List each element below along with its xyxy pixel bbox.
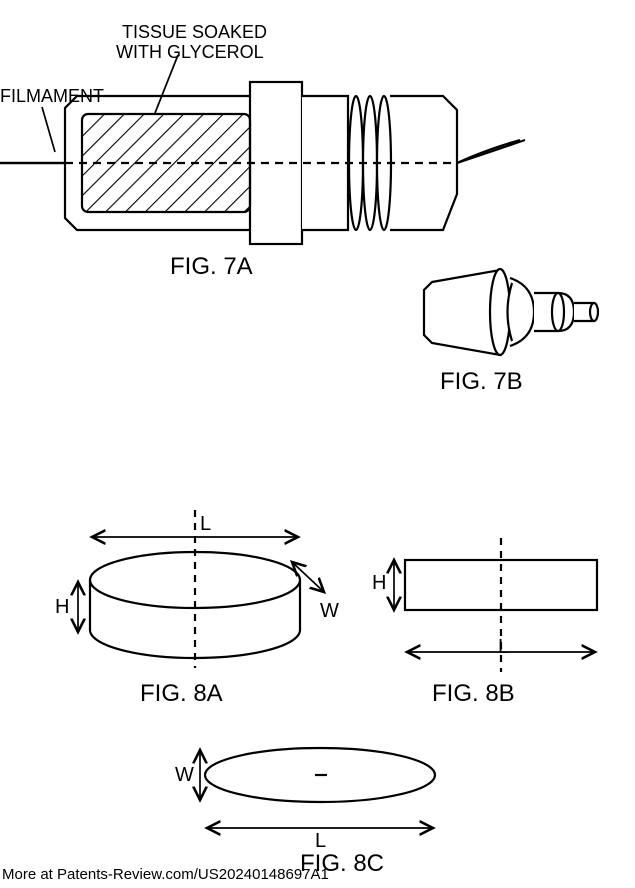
- dim-L-8c: L: [315, 830, 326, 853]
- fig-7b-drawing: [424, 269, 598, 355]
- dim-W-8a: W: [320, 600, 339, 623]
- dim-L-8b: L: [498, 636, 509, 659]
- dim-H-8a: H: [55, 596, 69, 619]
- label-tissue-1: TISSUE SOAKED: [122, 22, 267, 43]
- fig8a-label: FIG. 8A: [140, 680, 223, 708]
- dim-W-8c: W: [175, 764, 194, 787]
- fig8b-label: FIG. 8B: [432, 680, 515, 708]
- dim-H-8b: H: [372, 572, 386, 595]
- dim-L-8a: L: [200, 513, 211, 536]
- leader-filament: [42, 107, 55, 152]
- fig7a-label: FIG. 7A: [170, 253, 253, 281]
- fig-7a-coils: [349, 96, 391, 230]
- label-filament: FILMAMENT: [0, 86, 104, 107]
- footer-text: More at Patents-Review.com/US20240148697…: [2, 866, 329, 883]
- fig7b-label: FIG. 7B: [440, 368, 523, 396]
- fig-8a-drawing: [90, 510, 300, 668]
- label-tissue-2: WITH GLYCEROL: [116, 42, 264, 63]
- patent-figures: [0, 0, 635, 888]
